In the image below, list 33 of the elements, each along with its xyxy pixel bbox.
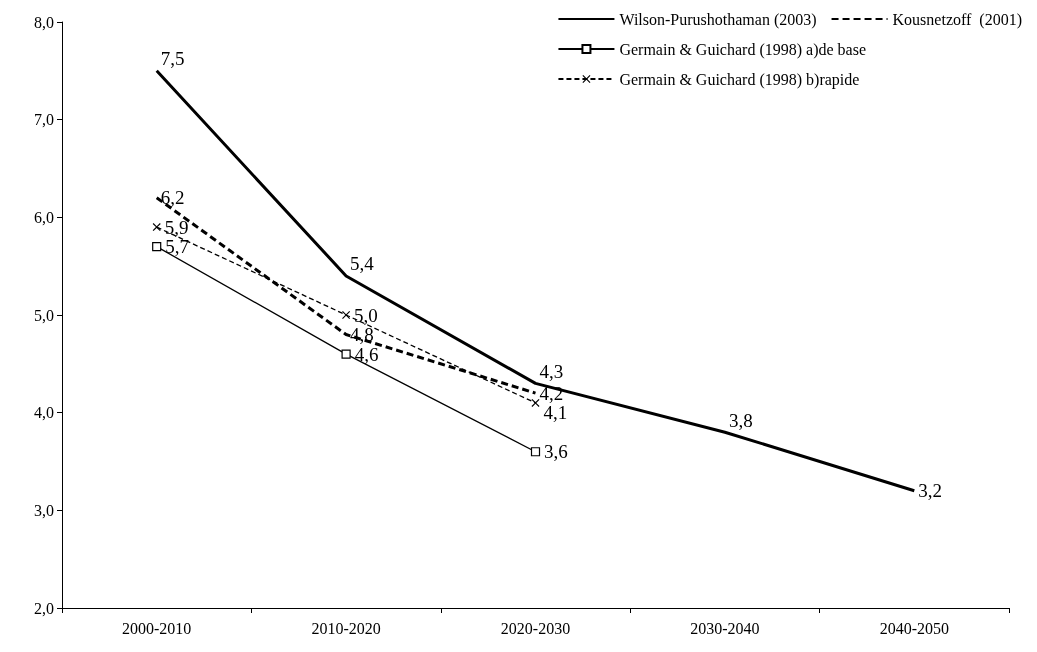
data-label: 3,2 [918,480,943,502]
data-label: 5,4 [350,253,375,275]
data-label: 4,3 [539,360,564,382]
x-tick-label: 2000-2010 [122,619,192,637]
legend-label: Kousnetzoff (2001) [892,10,1022,29]
point [341,349,351,359]
y-tick-label: 2,0 [34,599,54,617]
data-label: 7,5 [160,48,185,70]
point [531,398,540,407]
x-tick-label: 2020-2030 [500,619,571,637]
data-label: 6,2 [160,187,185,209]
legend-label: Wilson-Purushothaman (2003) [619,10,817,29]
data-label: 4,6 [354,343,379,365]
point [152,242,162,252]
x-tick-label: 2040-2050 [879,619,949,637]
point [152,223,161,232]
x-tick-label: 2010-2020 [311,619,381,637]
data-label: 5,0 [354,304,378,326]
legend-label: Germain & Guichard (1998) b)rapide [619,70,860,89]
y-tick-label: 3,0 [34,501,54,519]
data-label: 5,7 [165,236,190,258]
y-tick-label: 5,0 [34,306,54,324]
y-tick-label: 7,0 [34,111,54,129]
data-label: 3,6 [544,441,568,463]
data-label: 3,8 [728,409,753,431]
point [530,447,541,457]
line-series [155,69,916,493]
legend-label: Germain & Guichard (1998) a)de base [619,40,867,59]
y-tick-label: 4,0 [34,404,54,422]
data-label: 5,9 [164,216,189,238]
y-tick-label: 8,0 [34,13,54,31]
y-tick-label: 6,0 [34,208,54,226]
x-tick-label: 2030-2040 [690,619,760,637]
